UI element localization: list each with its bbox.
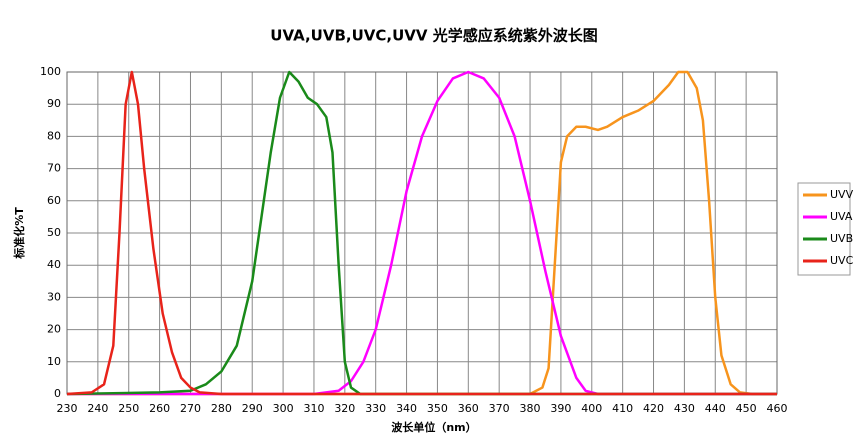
y-axis-label: 标准化%T: [12, 207, 26, 260]
x-tick-label: 460: [767, 402, 788, 415]
x-tick-label: 290: [242, 402, 263, 415]
x-tick-label: 380: [520, 402, 541, 415]
x-axis-label: 波长单位（nm）: [391, 420, 476, 434]
y-tick-label: 100: [40, 65, 61, 78]
x-tick-label: 410: [612, 402, 633, 415]
x-tick-label: 450: [736, 402, 757, 415]
x-tick-label: 440: [705, 402, 726, 415]
y-tick-label: 0: [54, 387, 61, 400]
y-tick-label: 40: [47, 258, 61, 271]
y-tick-label: 30: [47, 290, 61, 303]
series-line: [66, 70, 777, 396]
x-tick-label: 350: [427, 402, 448, 415]
x-tick-label: 340: [396, 402, 417, 415]
legend-label: UVC: [830, 254, 854, 267]
x-tick-label: 330: [365, 402, 386, 415]
x-tick-label: 420: [643, 402, 664, 415]
x-tick-label: 390: [550, 402, 571, 415]
series-line: [67, 70, 777, 396]
x-tick-label: 360: [458, 402, 479, 415]
x-tick-label: 280: [211, 402, 232, 415]
legend-label: UVA: [830, 210, 853, 223]
x-tick-label: 310: [303, 402, 324, 415]
y-tick-label: 90: [47, 97, 61, 110]
x-tick-label: 400: [581, 402, 602, 415]
x-tick-label: 260: [149, 402, 170, 415]
y-tick-label: 60: [47, 194, 61, 207]
x-tick-label: 240: [87, 402, 108, 415]
y-tick-label: 50: [47, 226, 61, 239]
legend-label: UVB: [830, 232, 853, 245]
x-tick-label: 300: [273, 402, 294, 415]
y-tick-label: 70: [47, 162, 61, 175]
series-line: [66, 70, 777, 396]
x-tick-label: 230: [57, 402, 78, 415]
series-line: [67, 70, 777, 396]
x-tick-label: 430: [674, 402, 695, 415]
legend-label: UVV: [830, 188, 854, 201]
x-tick-label: 320: [334, 402, 355, 415]
y-tick-label: 10: [47, 355, 61, 368]
y-tick-label: 20: [47, 323, 61, 336]
y-tick-label: 80: [47, 129, 61, 142]
chart-title: UVA,UVB,UVC,UVV 光学感应系统紫外波长图: [270, 27, 597, 45]
x-tick-label: 250: [118, 402, 139, 415]
x-tick-label: 370: [489, 402, 510, 415]
x-tick-label: 270: [180, 402, 201, 415]
